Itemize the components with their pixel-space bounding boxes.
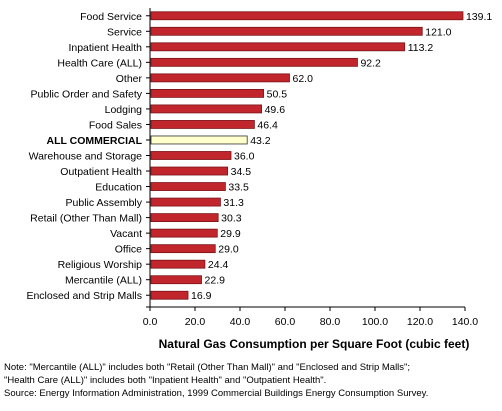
bar-office — [150, 244, 216, 254]
category-label-enclosed-and-strip-malls: Enclosed and Strip Malls — [26, 290, 142, 302]
bar-public-assembly — [150, 197, 221, 207]
category-label-warehouse-and-storage: Warehouse and Storage — [29, 151, 143, 163]
axes-group: Food Service 139.1 Service 121.0 Inpatient H… — [26, 8, 492, 328]
category-label-outpatient-health: Outpatient Health — [60, 166, 142, 178]
category-label-mercantile-all: Mercantile (ALL) — [65, 275, 142, 287]
value-label-health-care-all: 92.2 — [360, 57, 381, 69]
value-label-retail-other-than-mall: 30.3 — [221, 213, 242, 225]
bar-mercantile-all — [150, 275, 202, 285]
bar-enclosed-and-strip-malls — [150, 290, 189, 300]
value-label-outpatient-health: 34.5 — [231, 166, 252, 178]
category-label-public-assembly: Public Assembly — [66, 197, 143, 209]
value-label-other: 62.0 — [293, 73, 314, 85]
note-line-1: Note: "Mercantile (ALL)" includes both "… — [4, 362, 411, 373]
category-label-food-service: Food Service — [80, 11, 142, 23]
value-label-lodging: 49.6 — [265, 104, 286, 116]
value-label-office: 29.0 — [218, 244, 239, 256]
category-label-lodging: Lodging — [105, 104, 143, 116]
bar-religious-worship — [150, 259, 206, 269]
source-line: Source: Energy Information Administratio… — [4, 388, 429, 399]
x-tick-label: 20.0 — [185, 316, 206, 328]
bar-chart: Food Service 139.1 Service 121.0 Inpatient H… — [26, 8, 492, 351]
x-tick-label: 100.0 — [362, 316, 388, 328]
category-label-other: Other — [116, 73, 143, 85]
category-label-vacant: Vacant — [110, 228, 142, 240]
x-tick-label: 120.0 — [407, 316, 433, 328]
bar-food-service — [150, 11, 464, 21]
category-label-inpatient-health: Inpatient Health — [68, 42, 142, 54]
bar-retail-other-than-mall — [150, 213, 219, 223]
value-label-education: 33.5 — [228, 182, 249, 194]
category-label-public-order-and-safety: Public Order and Safety — [31, 88, 143, 100]
value-label-enclosed-and-strip-malls: 16.9 — [191, 290, 212, 302]
value-label-food-sales: 46.4 — [257, 119, 278, 131]
value-label-warehouse-and-storage: 36.0 — [234, 151, 255, 163]
bar-food-sales — [150, 120, 255, 129]
category-label-all-commercial: ALL COMMERCIAL — [47, 135, 143, 147]
value-label-service: 121.0 — [425, 26, 451, 38]
category-label-food-sales: Food Sales — [89, 119, 142, 131]
bars-group — [150, 11, 464, 300]
x-tick-label: 140.0 — [452, 316, 478, 328]
value-label-all-commercial: 43.2 — [250, 135, 271, 147]
bar-lodging — [150, 104, 262, 114]
x-tick-label: 40.0 — [230, 316, 251, 328]
bar-all-commercial — [150, 135, 248, 145]
value-label-mercantile-all: 22.9 — [205, 275, 226, 287]
bar-outpatient-health — [150, 166, 229, 176]
bar-service — [150, 26, 423, 36]
value-label-food-service: 139.1 — [466, 11, 492, 23]
x-tick-label: 80.0 — [320, 316, 341, 328]
value-label-inpatient-health: 113.2 — [408, 42, 434, 54]
bar-inpatient-health — [150, 42, 406, 52]
category-label-office: Office — [115, 244, 142, 256]
x-tick-label: 60.0 — [275, 316, 296, 328]
category-label-service: Service — [107, 26, 142, 38]
bar-warehouse-and-storage — [150, 151, 232, 160]
value-label-vacant: 29.9 — [220, 228, 241, 240]
bar-education — [150, 182, 226, 191]
x-axis-label: Natural Gas Consumption per Square Foot … — [159, 337, 470, 351]
value-label-public-order-and-safety: 50.5 — [267, 88, 288, 100]
value-label-public-assembly: 31.3 — [223, 197, 244, 209]
category-label-religious-worship: Religious Worship — [58, 259, 143, 271]
bar-vacant — [150, 228, 218, 238]
category-label-retail-other-than-mall: Retail (Other Than Mall) — [30, 213, 142, 225]
note-line-2: "Health Care (ALL)" includes both "Inpat… — [4, 375, 327, 386]
bar-other — [150, 73, 290, 83]
category-label-health-care-all: Health Care (ALL) — [57, 57, 142, 69]
bar-health-care-all — [150, 57, 358, 67]
x-tick-label: 0.0 — [143, 316, 158, 328]
value-label-religious-worship: 24.4 — [208, 259, 229, 271]
category-label-education: Education — [95, 182, 142, 194]
bar-public-order-and-safety — [150, 88, 265, 98]
